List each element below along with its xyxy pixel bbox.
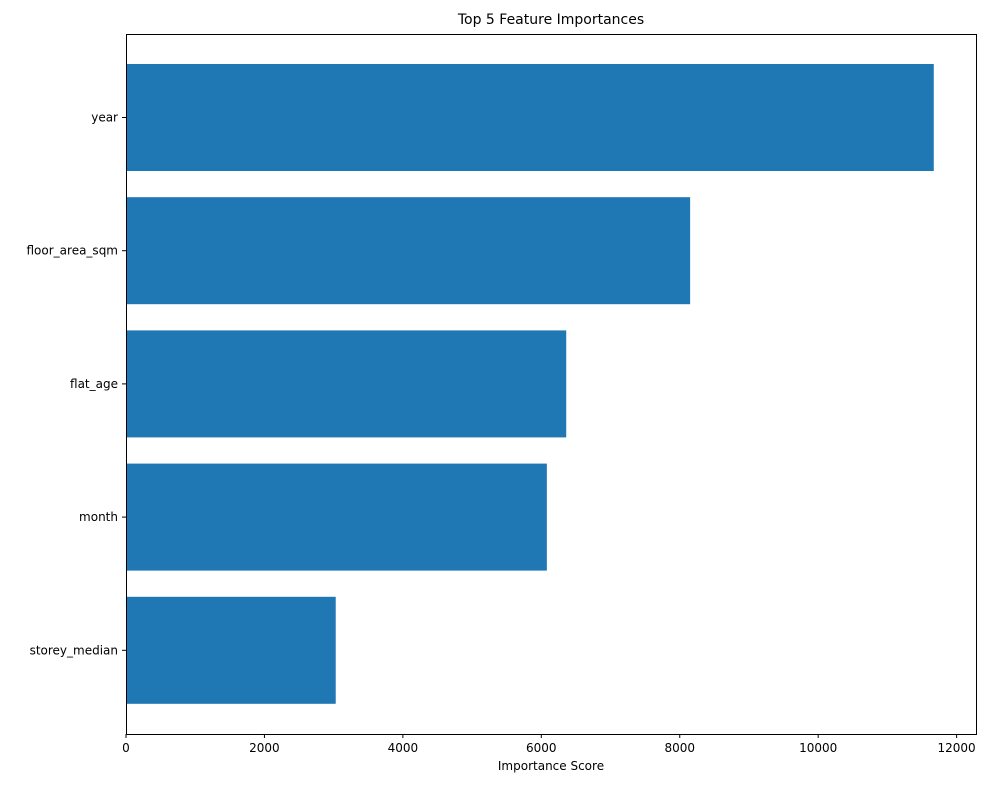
y-tick-label: storey_median — [30, 643, 118, 657]
x-tick-label: 2000 — [249, 741, 280, 755]
x-axis-ticks: 0 2000 4000 6000 8000 10000 12000 — [122, 734, 976, 755]
bar-storey-median — [126, 596, 336, 704]
bar-floor-area-sqm — [126, 197, 691, 305]
x-tick-label: 8000 — [664, 741, 695, 755]
bar-year — [126, 64, 934, 171]
x-tick-label: 0 — [122, 741, 130, 755]
y-tick-label: year — [91, 111, 118, 125]
x-axis-label: Importance Score — [498, 759, 604, 773]
bar-flat-age — [126, 330, 567, 438]
x-tick-label: 12000 — [938, 741, 976, 755]
y-tick-label: floor_area_sqm — [27, 244, 119, 258]
y-tick-label: month — [79, 510, 118, 524]
chart-title: Top 5 Feature Importances — [457, 12, 644, 28]
x-tick-label: 6000 — [526, 741, 557, 755]
bars-group — [126, 64, 934, 704]
bar-month — [126, 463, 547, 571]
x-tick-label: 4000 — [388, 741, 419, 755]
plot-area-frame — [126, 34, 977, 735]
x-tick-label: 10000 — [799, 741, 837, 755]
y-tick-label: flat_age — [70, 377, 118, 391]
